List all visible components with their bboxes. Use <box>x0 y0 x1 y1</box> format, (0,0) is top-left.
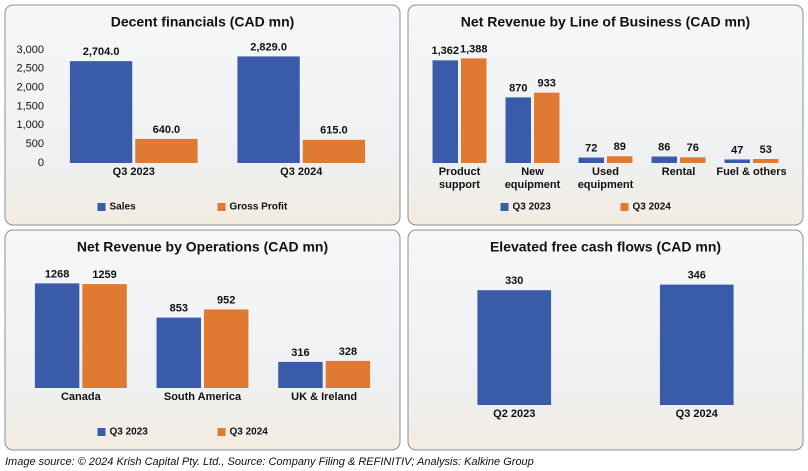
chart-title: Elevated free cash flows (CAD mn) <box>490 239 721 255</box>
value-label: 2,829.0 <box>250 41 287 53</box>
x-tick-label: Fuel & others <box>716 166 787 178</box>
chart-title: Net Revenue by Operations (CAD mn) <box>77 239 328 255</box>
x-label-box: Q2 2023 <box>493 408 536 420</box>
x-label-box: New equipment <box>504 166 561 191</box>
legend-swatch <box>217 203 226 211</box>
value-label: 346 <box>688 270 706 282</box>
y-tick-label: 500 <box>26 138 44 150</box>
x-label-box: Q3 2024 <box>280 166 323 178</box>
x-tick-label: Used equipment <box>577 166 634 191</box>
value-label: 53 <box>760 144 772 156</box>
bar <box>302 139 366 163</box>
bar <box>477 290 552 405</box>
legend-swatch <box>97 428 106 436</box>
bar <box>659 284 734 405</box>
legend-label: Q3 2023 <box>110 427 149 438</box>
legend-swatch <box>217 428 226 436</box>
bar <box>680 157 706 163</box>
bar <box>534 92 560 163</box>
legend-label: Q3 2024 <box>633 202 672 213</box>
panel <box>407 4 804 226</box>
value-label: 933 <box>538 78 556 90</box>
value-label: 615.0 <box>320 125 348 137</box>
x-tick-label: Canada <box>60 391 101 403</box>
x-tick-label: Q3 2024 <box>280 166 323 178</box>
value-label: 853 <box>170 303 188 315</box>
value-label: 1,362 <box>431 45 459 57</box>
chart-title: Net Revenue by Line of Business (CAD mn) <box>461 14 750 30</box>
value-label: 316 <box>291 347 309 359</box>
x-label-box: Product support <box>438 166 481 191</box>
value-label: 72 <box>585 142 597 154</box>
value-label: 1259 <box>92 269 116 281</box>
x-tick-label: Q2 2023 <box>493 408 536 420</box>
value-label: 86 <box>658 141 670 153</box>
y-tick-label: 1,500 <box>16 100 44 112</box>
value-label: 1268 <box>45 268 69 280</box>
y-tick-label: 0 <box>38 157 44 169</box>
y-tick-label: 2,500 <box>16 63 44 75</box>
x-label-box: Q3 2023 <box>112 166 155 178</box>
bar <box>461 58 487 163</box>
bar <box>432 60 458 163</box>
bar <box>325 360 371 388</box>
x-tick-label: New equipment <box>504 166 561 191</box>
bar <box>204 309 249 388</box>
bar <box>278 361 323 388</box>
x-label-box: Canada <box>60 391 101 403</box>
value-label: 76 <box>687 142 699 154</box>
value-label: 1,388 <box>460 43 488 55</box>
bar <box>724 159 750 163</box>
legend-label: Sales <box>110 202 137 213</box>
bar <box>156 317 201 388</box>
x-label-box: Used equipment <box>577 166 634 191</box>
value-label: 89 <box>614 141 626 153</box>
x-tick-label: Q3 2024 <box>675 408 718 420</box>
x-tick-label: Product support <box>438 166 481 191</box>
x-tick-label: UK & Ireland <box>291 391 358 403</box>
bar <box>69 61 133 163</box>
value-label: 952 <box>217 294 235 306</box>
bar <box>607 156 633 163</box>
x-tick-label: South America <box>163 391 242 403</box>
bar <box>505 97 531 163</box>
legend-swatch <box>97 203 106 211</box>
bar <box>237 56 300 163</box>
source-note: Image source: © 2024 Krish Capital Pty. … <box>5 456 534 468</box>
value-label: 870 <box>509 82 527 94</box>
value-label: 330 <box>505 275 523 287</box>
x-label-box: Rental <box>661 166 696 178</box>
bar <box>578 157 604 163</box>
bar <box>753 159 779 163</box>
legend-label: Q3 2024 <box>230 427 269 438</box>
y-tick-label: 3,000 <box>16 44 44 56</box>
chart-title: Decent financials (CAD mn) <box>111 14 295 30</box>
value-label: 640.0 <box>153 124 181 136</box>
x-label-box: South America <box>163 391 242 403</box>
x-tick-label: Q3 2023 <box>112 166 155 178</box>
bar <box>82 284 127 388</box>
value-label: 328 <box>339 346 357 358</box>
legend-label: Gross Profit <box>230 202 288 213</box>
x-label-box: UK & Ireland <box>291 391 358 403</box>
value-label: 47 <box>731 144 743 156</box>
y-tick-label: 2,000 <box>16 82 44 94</box>
bar <box>135 138 198 163</box>
bar <box>651 156 677 163</box>
x-label-box: Q3 2024 <box>675 408 718 420</box>
legend-label: Q3 2023 <box>513 202 552 213</box>
legend-swatch <box>500 203 509 211</box>
panel <box>4 4 401 226</box>
x-tick-label: Rental <box>661 166 696 178</box>
bar <box>34 283 80 388</box>
y-tick-label: 1,000 <box>16 119 44 131</box>
x-label-box: Fuel & others <box>716 166 787 178</box>
value-label: 2,704.0 <box>83 46 120 58</box>
legend-swatch <box>620 203 629 211</box>
